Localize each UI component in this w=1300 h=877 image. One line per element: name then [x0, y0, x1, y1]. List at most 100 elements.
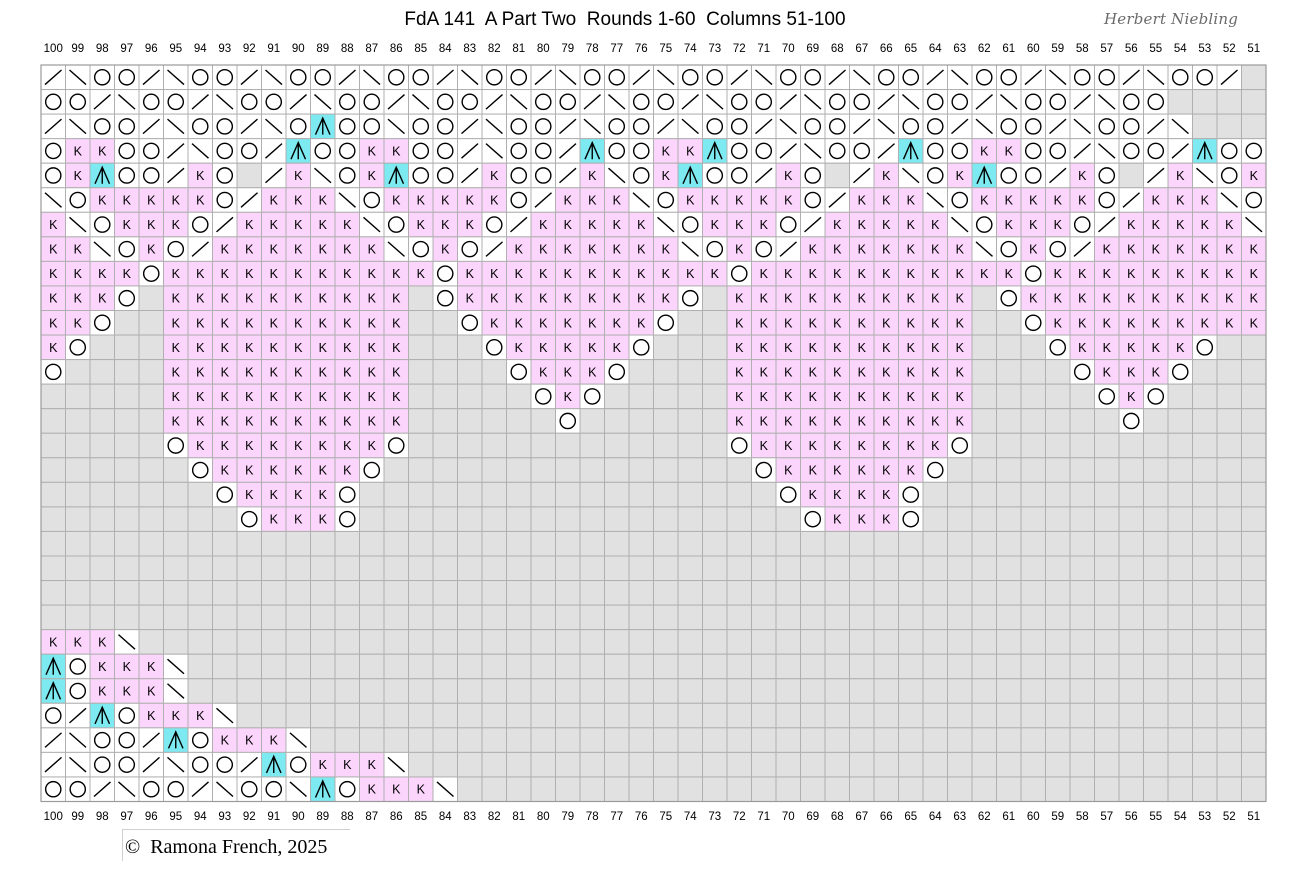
chart-cell	[383, 334, 409, 361]
chart-cell	[922, 727, 948, 753]
chart-cell	[1192, 113, 1218, 140]
yarn-over-symbol	[387, 68, 405, 86]
knit-symbol: K	[294, 292, 303, 306]
yarn-over-symbol	[632, 339, 650, 356]
chart-cell	[1118, 138, 1144, 164]
chart-cell	[1192, 555, 1218, 582]
chart-cell	[947, 702, 973, 729]
chart-cell	[1216, 285, 1242, 312]
yarn-over-symbol	[632, 93, 650, 111]
knit-symbol: K	[147, 660, 156, 674]
knit-symbol: K	[1176, 194, 1185, 208]
chart-cell	[432, 506, 458, 532]
chart-cell	[310, 653, 336, 680]
knit-symbol: K	[196, 316, 205, 330]
yarn-over-symbol	[93, 731, 111, 749]
knit-symbol: K	[343, 218, 352, 232]
chart-cell	[89, 432, 115, 459]
chart-cell	[1167, 678, 1193, 704]
backslash-decrease-symbol	[657, 69, 675, 86]
knit-symbol: K	[221, 341, 230, 355]
chart-cell	[506, 653, 532, 680]
knit-symbol: K	[833, 488, 842, 502]
chart-cell	[285, 555, 311, 582]
chart-cell	[775, 751, 801, 778]
knit-symbol: K	[49, 243, 58, 257]
knit-symbol: K	[245, 267, 254, 281]
column-number-top: 69	[806, 43, 819, 55]
chart-cell	[1020, 629, 1046, 655]
column-number-top: 77	[610, 43, 623, 55]
chart-cell	[89, 408, 115, 434]
chart-cell	[530, 481, 556, 508]
chart-cell	[996, 776, 1022, 803]
yarn-over-symbol	[755, 142, 773, 160]
chart-cell	[677, 776, 703, 803]
chart-cell	[873, 702, 899, 729]
knit-symbol: K	[270, 390, 279, 404]
column-number-bottom: 67	[855, 811, 868, 823]
knit-symbol: K	[858, 488, 867, 502]
chart-cell	[89, 751, 115, 778]
knit-symbol: K	[784, 414, 793, 428]
chart-cell	[1216, 776, 1242, 803]
knit-symbol: K	[98, 267, 107, 281]
chart-cell	[628, 285, 654, 312]
knit-symbol: K	[907, 267, 916, 281]
chart-cell	[506, 359, 532, 385]
chart-cell	[89, 555, 115, 582]
central-decrease-symbol	[45, 681, 62, 700]
chart-cell	[1143, 162, 1169, 189]
chart-cell	[1167, 580, 1193, 606]
chart-cell	[506, 604, 532, 631]
knit-symbol: K	[809, 488, 818, 502]
chart-cell	[898, 310, 924, 336]
yarn-over-symbol	[289, 68, 307, 86]
knit-symbol: K	[319, 365, 328, 379]
chart-cell	[971, 653, 997, 680]
chart-cell	[1216, 653, 1242, 680]
chart-cell	[40, 555, 66, 582]
chart-cell	[1216, 432, 1242, 459]
yarn-over-symbol	[926, 142, 944, 160]
knit-symbol: K	[1250, 243, 1259, 257]
chart-cell	[1020, 138, 1046, 164]
knit-symbol: K	[294, 439, 303, 453]
knit-symbol: K	[735, 390, 744, 404]
chart-cell	[1045, 580, 1071, 606]
column-number-top: 71	[757, 43, 770, 55]
chart-cell	[457, 555, 483, 582]
knit-symbol: K	[49, 267, 58, 281]
chart-cell	[604, 678, 630, 704]
chart-cell	[1118, 89, 1144, 115]
chart-cell	[236, 530, 262, 557]
chart-cell	[849, 408, 875, 434]
knit-symbol: K	[564, 218, 573, 232]
knit-symbol: K	[1103, 365, 1112, 379]
chart-cell	[604, 310, 630, 336]
chart-cell	[947, 383, 973, 410]
chart-cell	[800, 506, 826, 532]
backslash-decrease-symbol	[191, 143, 209, 159]
knit-symbol: K	[368, 292, 377, 306]
knit-symbol: K	[539, 341, 548, 355]
chart-cell	[996, 751, 1022, 778]
chart-cell	[555, 702, 581, 729]
knit-symbol: K	[147, 243, 156, 257]
chart-cell	[383, 727, 409, 753]
chart-cell	[187, 555, 213, 582]
knit-symbol: K	[245, 341, 254, 355]
knit-symbol: K	[711, 218, 720, 232]
chart-cell	[1069, 580, 1095, 606]
chart-cell	[726, 89, 752, 115]
yarn-over-symbol	[1073, 363, 1091, 381]
column-number-top: 66	[880, 43, 893, 55]
chart-cell	[1192, 702, 1218, 729]
chart-cell	[432, 580, 458, 606]
chart-cell	[751, 580, 777, 606]
chart-cell	[726, 481, 752, 508]
knit-symbol: K	[270, 488, 279, 502]
chart-cell	[40, 481, 66, 508]
yarn-over-symbol	[1024, 167, 1042, 184]
knit-symbol: K	[343, 316, 352, 330]
